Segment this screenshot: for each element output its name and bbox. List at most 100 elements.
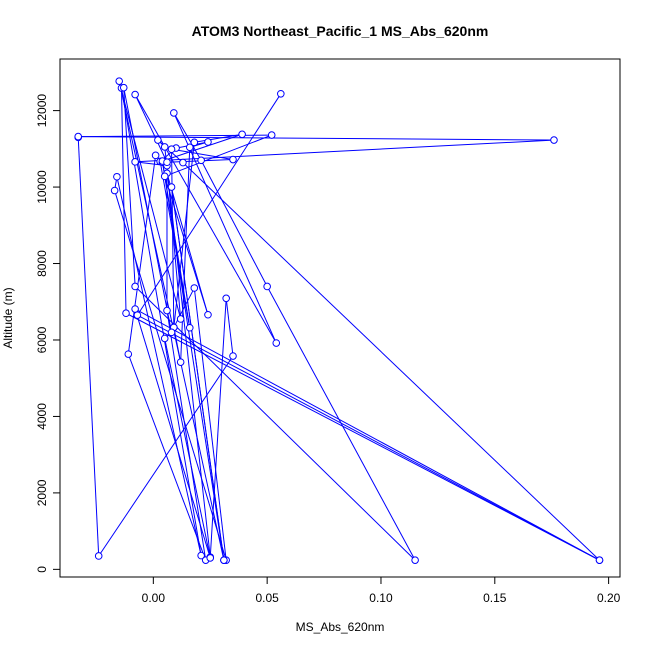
series-segment — [100, 358, 232, 554]
data-point — [110, 186, 119, 195]
series-segment — [135, 312, 210, 555]
data-point — [94, 552, 103, 560]
data-point — [122, 309, 130, 318]
series-segment — [138, 96, 280, 313]
x-tick-label: 0.00 — [142, 591, 166, 605]
data-point — [185, 323, 194, 332]
series-segment — [180, 150, 191, 359]
series-segment — [226, 301, 234, 353]
data-point — [124, 350, 133, 358]
y-tick-label: 12000 — [35, 94, 49, 128]
data-point — [131, 158, 139, 166]
series-segment — [128, 357, 205, 558]
data-point — [176, 358, 185, 366]
series-segment — [119, 84, 181, 316]
data-point — [263, 282, 271, 291]
series-segment — [140, 316, 597, 560]
series-segment — [194, 291, 227, 557]
data-point — [154, 136, 162, 144]
series-segment — [173, 145, 195, 325]
data-point — [74, 132, 83, 141]
data-point — [160, 172, 169, 181]
data-point — [133, 311, 142, 319]
series-segment — [137, 310, 597, 560]
data-point — [190, 284, 199, 292]
data-point — [160, 334, 169, 343]
data-point — [131, 282, 139, 291]
y-tick-label: 2000 — [35, 479, 49, 506]
data-point — [197, 551, 205, 560]
data-point — [170, 109, 178, 117]
x-tick-label: 0.20 — [597, 591, 621, 605]
data-point — [160, 143, 169, 151]
series-segment — [136, 97, 276, 341]
series-segment — [167, 313, 206, 557]
data-point — [206, 554, 215, 562]
y-tick-label: 0 — [35, 566, 49, 573]
series-segment — [165, 134, 240, 161]
x-tick-label: 0.05 — [255, 591, 279, 605]
data-point — [176, 315, 185, 323]
x-axis: 0.00 0.05 0.10 0.15 0.20 — [142, 577, 621, 605]
series-segment — [123, 90, 172, 330]
series-segment — [115, 193, 226, 558]
y-tick-label: 6000 — [35, 326, 49, 353]
data-point — [204, 310, 212, 319]
data-point — [190, 138, 199, 147]
series-segment — [171, 152, 175, 325]
data-point — [222, 294, 230, 303]
series-segment — [121, 91, 202, 553]
x-tick-label: 0.10 — [369, 591, 393, 605]
data-point — [185, 143, 194, 152]
series-segment — [202, 162, 267, 284]
data-point — [197, 156, 205, 165]
y-axis-label: Altitude (m) — [1, 287, 15, 348]
data-point — [151, 151, 160, 160]
data-point — [115, 77, 123, 85]
data-point — [272, 339, 281, 347]
data-point — [267, 131, 276, 139]
series-segment — [184, 164, 598, 559]
series-segment — [174, 115, 276, 341]
x-tick-label: 0.15 — [483, 591, 507, 605]
data-point — [167, 145, 176, 154]
data-point — [167, 328, 176, 337]
y-tick-label: 8000 — [35, 250, 49, 277]
data-point — [220, 556, 228, 564]
series-segment — [138, 139, 551, 163]
chart-title: ATOM3 Northeast_Pacific_1 MS_Abs_620nm — [192, 23, 489, 39]
series-segment — [121, 91, 127, 310]
series-segment — [123, 90, 136, 284]
series-segment — [128, 158, 156, 351]
data-point — [119, 83, 128, 92]
data-point — [131, 90, 139, 99]
y-tick-label: 10000 — [35, 170, 49, 204]
series-segment — [175, 115, 200, 158]
data-point — [167, 183, 176, 191]
series-segment — [114, 179, 117, 188]
series-segment — [174, 149, 230, 160]
series-layer — [74, 77, 604, 564]
series-segment — [81, 136, 551, 141]
data-point — [163, 158, 171, 167]
data-point — [113, 172, 121, 181]
data-point — [277, 89, 285, 98]
data-point — [204, 138, 212, 146]
data-point — [131, 305, 139, 313]
series-segment — [77, 140, 100, 553]
data-point — [411, 556, 419, 564]
series-segment — [164, 341, 211, 555]
plot-area — [59, 58, 621, 578]
data-point — [179, 158, 187, 167]
data-point — [229, 155, 237, 164]
y-axis: 0 2000 4000 6000 8000 10000 12000 — [35, 94, 60, 573]
data-point — [550, 136, 558, 144]
data-point — [595, 556, 604, 564]
series-segment — [167, 135, 269, 176]
y-tick-label: 4000 — [35, 403, 49, 430]
series-segment — [136, 97, 167, 160]
series-segment — [128, 314, 597, 560]
series-segment — [171, 190, 224, 557]
data-point — [229, 352, 237, 360]
